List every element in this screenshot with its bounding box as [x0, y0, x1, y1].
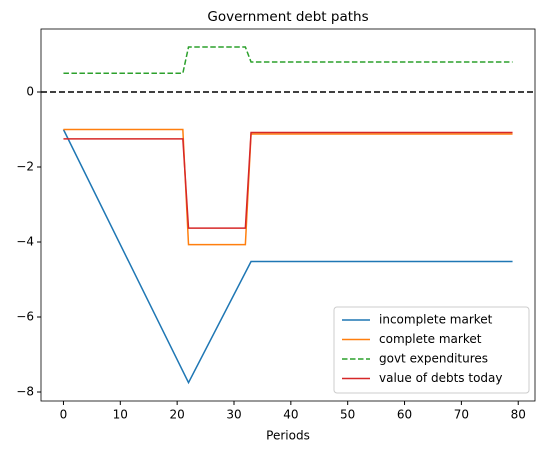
x-tick-label: 40 — [283, 408, 298, 422]
legend-label: value of debts today — [379, 371, 502, 385]
series-line — [63, 128, 513, 246]
legend-label: govt expenditures — [379, 352, 488, 366]
x-tick-label: 20 — [170, 408, 185, 422]
series-line — [63, 131, 513, 229]
series-line — [62, 129, 513, 385]
y-tick-label: −4 — [16, 235, 34, 249]
legend-box — [333, 306, 530, 394]
x-tick-label: 70 — [454, 408, 469, 422]
x-tick-label: 30 — [226, 408, 241, 422]
y-tick-label: −8 — [16, 385, 34, 399]
x-tick-label: 60 — [397, 408, 412, 422]
x-tick-label: 10 — [113, 408, 128, 422]
x-tick-label: 0 — [60, 408, 68, 422]
legend-label: complete market — [379, 332, 482, 346]
x-axis-label: Periods — [266, 429, 310, 443]
legend-label: incomplete market — [379, 313, 493, 327]
y-tick-label: −2 — [16, 160, 34, 174]
x-tick-label: 50 — [340, 408, 355, 422]
x-tick-label: 80 — [511, 408, 526, 422]
chart-title: Government debt paths — [207, 9, 368, 25]
series-line — [63, 46, 513, 74]
y-tick-label: 0 — [26, 85, 34, 99]
legend: incomplete market complete market govt exp… — [333, 306, 530, 394]
plot-frame — [40, 28, 536, 402]
y-tick-label: −6 — [16, 310, 34, 324]
